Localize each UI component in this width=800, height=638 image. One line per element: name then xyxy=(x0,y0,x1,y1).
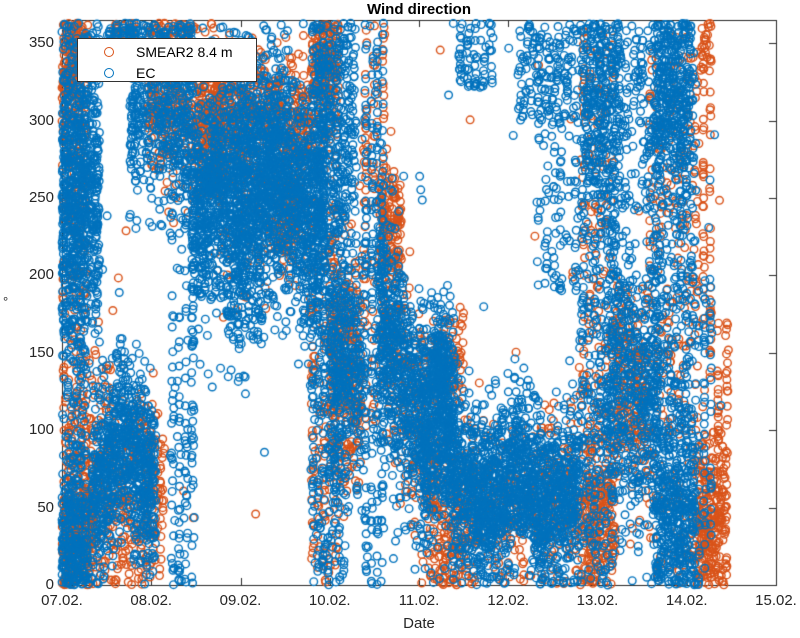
y-tick-label: 150 xyxy=(28,343,54,361)
x-tick-label: 11.02. xyxy=(398,592,440,609)
y-tick-label: 300 xyxy=(28,111,54,129)
y-tick-label: 200 xyxy=(28,266,54,284)
x-tick-label: 09.02. xyxy=(219,592,262,609)
x-tick-label: 10.02. xyxy=(308,592,351,609)
y-tick-label: 0 xyxy=(45,576,54,593)
x-tick-label: 12.02. xyxy=(487,592,530,609)
y-tick-label: 250 xyxy=(28,189,54,206)
legend[interactable]: SMEAR2 8.4 m EC xyxy=(77,38,257,82)
x-tick-label: 08.02. xyxy=(130,592,173,609)
x-axis-label: Date xyxy=(403,615,435,632)
x-tick-label: 07.02. xyxy=(41,592,83,609)
y-tick-label: 350 xyxy=(28,34,54,52)
legend-label-ec: EC xyxy=(136,64,156,81)
x-tick-label: 14.02. xyxy=(665,592,708,609)
smear2-marker-icon xyxy=(104,46,114,57)
ec-marker-icon xyxy=(104,67,114,78)
legend-row: EC xyxy=(78,62,256,83)
chart-title: Wind direction xyxy=(366,1,472,18)
legend-row: SMEAR2 8.4 m xyxy=(78,41,256,62)
y-tick-label: 50 xyxy=(37,498,54,516)
y-axis-label: ° xyxy=(3,294,9,309)
x-tick-label: 13.02. xyxy=(576,592,619,609)
y-tick-label: 100 xyxy=(28,421,54,439)
legend-label-smear2: SMEAR2 8.4 m xyxy=(136,43,233,60)
x-tick-label: 15.02. xyxy=(755,592,797,609)
